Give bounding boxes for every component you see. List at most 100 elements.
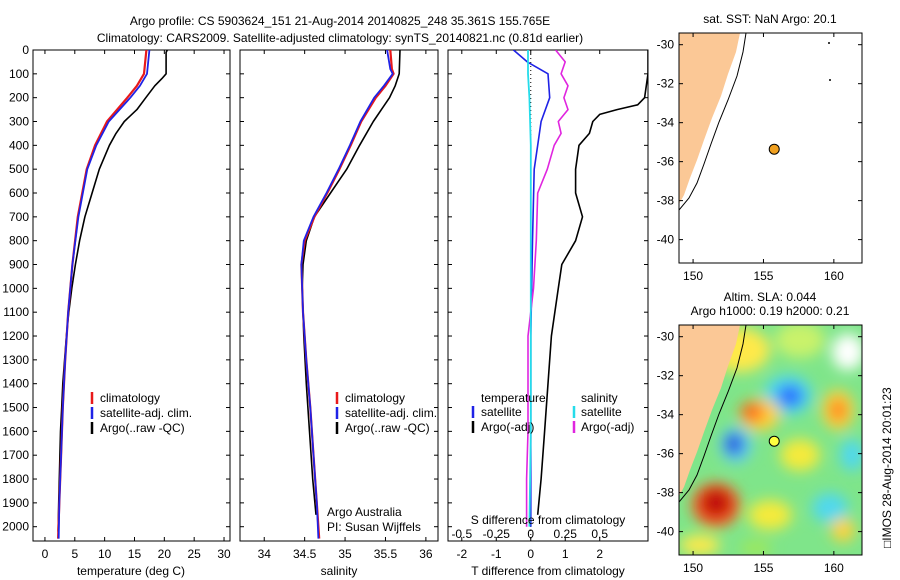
salinity-panel-frame — [239, 49, 439, 542]
temperature-legend: climatology satellite-adj. clim. Argo(..… — [90, 391, 192, 435]
map-x-tick-label: 160 — [824, 561, 844, 575]
series-line-argo-raw-qc- — [57, 50, 169, 532]
salinity-profiles — [300, 50, 401, 539]
legend-label-satellite: satellite-adj. clim. — [100, 406, 192, 420]
sst-map-title: sat. SST: NaN Argo: 20.1 — [703, 12, 837, 26]
legend-label-s-satellite: satellite — [581, 405, 622, 419]
x-tick-label: 2 — [596, 547, 603, 561]
temperature-panel-frame — [32, 49, 231, 542]
map-y-tick-label: -32 — [657, 369, 675, 383]
legend-label-t-satellite: satellite — [481, 405, 522, 419]
sla-blob — [840, 439, 862, 471]
x-tick-label: 1 — [562, 547, 569, 561]
temperature-axes: 0100200300400500600700800900100011001200… — [2, 43, 231, 561]
depth-tick-label: 1400 — [2, 377, 29, 391]
x-tick-label: -2 — [456, 547, 467, 561]
salinity-axes: 34 34.5 35 35.5 36 — [240, 49, 438, 561]
sla-blob — [680, 535, 720, 555]
legend-label-argo: Argo(..raw -QC) — [100, 421, 185, 435]
x-tick-label: 0 — [42, 547, 49, 561]
s-tick-label: 0.25 — [554, 527, 578, 541]
series-line-t-argo-adj- — [536, 50, 648, 515]
x-tick-label: 25 — [188, 547, 202, 561]
x-tick-label: 30 — [217, 547, 231, 561]
depth-tick-label: 600 — [9, 186, 29, 200]
difference-profiles — [512, 50, 648, 527]
series-line-satellite-adj-clim- — [300, 50, 394, 539]
sla-blob — [812, 493, 848, 523]
map-x-tick-label: 150 — [683, 561, 703, 575]
title-line-2: Climatology: CARS2009. Satellite-adjuste… — [97, 31, 583, 45]
legend-header-temperature: temperature — [481, 391, 546, 405]
map-y-tick-label: -40 — [657, 525, 675, 539]
sla-blob — [700, 488, 732, 518]
depth-tick-label: 1900 — [2, 496, 29, 510]
depth-tick-label: 900 — [9, 258, 29, 272]
depth-tick-label: 200 — [9, 91, 29, 105]
sst-map-axes: 150 155 160 -30 -32 -34 -36 -38 -40 — [657, 33, 862, 283]
sst-map-land — [679, 33, 740, 204]
series-line-argo-raw-qc- — [301, 50, 401, 515]
depth-tick-label: 300 — [9, 115, 29, 129]
depth-tick-label: 700 — [9, 210, 29, 224]
argo-float-marker — [768, 435, 780, 447]
x-tick-label: 10 — [98, 547, 112, 561]
sla-blob — [740, 540, 772, 555]
map-y-tick-label: -34 — [657, 408, 675, 422]
legend-label-satellite: satellite-adj. clim. — [345, 406, 437, 420]
x-tick-label: 20 — [158, 547, 172, 561]
x-tick-label: 36 — [419, 547, 433, 561]
map-y-tick-label: -40 — [657, 233, 675, 247]
title-line-1: Argo profile: CS 5903624_151 21-Aug-2014… — [130, 14, 550, 28]
legend-header-salinity: salinity — [581, 391, 618, 405]
map-x-tick-label: 160 — [824, 269, 844, 283]
s-tick-label: -0.25 — [483, 527, 511, 541]
legend-label-t-argo: Argo(-adj) — [481, 420, 534, 434]
depth-tick-label: 2000 — [2, 520, 29, 534]
series-line-s-satellite — [527, 50, 532, 527]
credit-line-1: Argo Australia — [327, 505, 402, 519]
map-x-tick-label: 150 — [683, 269, 703, 283]
sst-map-float-marker-layer — [768, 143, 780, 155]
sla-map-float-marker-layer — [768, 435, 780, 447]
depth-tick-label: 1600 — [2, 424, 29, 438]
sla-blob — [831, 518, 855, 542]
s-tick-label: 0.5 — [591, 527, 608, 541]
sla-blob — [775, 325, 825, 358]
temperature-xlabel: temperature (deg C) — [77, 564, 185, 578]
difference-xlabel-s: S difference from climatology — [471, 513, 626, 527]
difference-panel-frame — [447, 49, 649, 542]
depth-tick-label: 400 — [9, 138, 29, 152]
map-y-tick-label: -30 — [657, 330, 675, 344]
s-tick-label: -0.5 — [451, 527, 472, 541]
depth-tick-label: 1000 — [2, 281, 29, 295]
legend-label-argo: Argo(..raw -QC) — [345, 421, 430, 435]
sla-blob — [725, 433, 743, 455]
difference-legend: temperature salinity satellite Argo(-adj… — [471, 391, 634, 434]
sst-map-coastline — [679, 33, 747, 211]
imos-timestamp: □IMOS 28-Aug-2014 20:01:23 — [880, 387, 894, 548]
sla-blob — [740, 402, 764, 422]
x-tick-label: 0 — [527, 547, 534, 561]
depth-tick-label: 1500 — [2, 401, 29, 415]
salinity-xlabel: salinity — [321, 564, 358, 578]
x-tick-label: 35 — [338, 547, 352, 561]
legend-label-s-argo: Argo(-adj) — [581, 420, 634, 434]
map-y-tick-label: -36 — [657, 447, 675, 461]
depth-tick-label: 500 — [9, 162, 29, 176]
sla-blob — [777, 385, 803, 407]
sla-blob — [748, 500, 792, 530]
series-line-climatology — [300, 50, 395, 539]
depth-tick-label: 0 — [22, 43, 29, 57]
sst-map-dot — [828, 42, 830, 44]
x-tick-label: -1 — [491, 547, 502, 561]
sla-map-title-2: Argo h1000: 0.19 h2000: 0.21 — [691, 304, 850, 318]
depth-tick-label: 1300 — [2, 353, 29, 367]
x-tick-label: 5 — [71, 547, 78, 561]
map-y-tick-label: -34 — [657, 116, 675, 130]
sla-field-blobs — [680, 325, 862, 555]
depth-tick-label: 800 — [9, 234, 29, 248]
sla-map-land — [679, 325, 740, 496]
sla-map-frame — [678, 324, 863, 556]
salinity-legend: climatology satellite-adj. clim. Argo(..… — [335, 391, 437, 435]
